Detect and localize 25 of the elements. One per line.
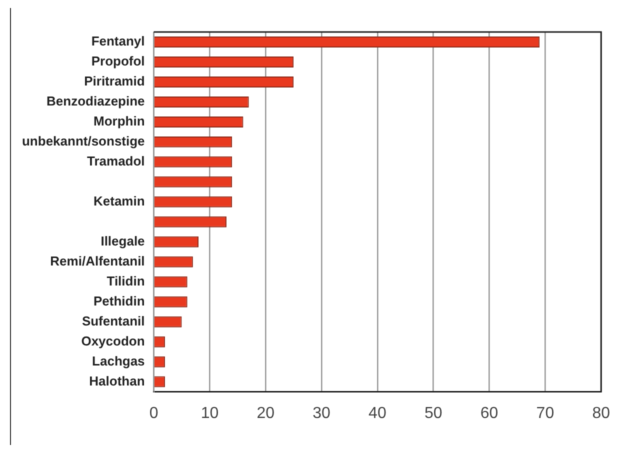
y-tick-label: Fentanyl [91,34,145,49]
y-tick-label: Remi/Alfentanil [50,253,145,268]
y-tick-label: Propofol [91,54,145,69]
y-tick-label: Oxycodon [81,333,145,348]
x-tick-label: 80 [592,404,610,422]
x-tick-label: 40 [368,404,386,422]
y-tick-label: Piritramid [84,74,145,89]
y-tick-label: Halothan [89,373,145,388]
y-tick-label: Illegale [100,233,145,248]
y-tick-label: Ketamin [93,193,145,208]
x-tick-label: 70 [536,404,554,422]
y-tick-label: Tramadol [86,154,145,169]
y-tick-label: Tilidin [106,273,145,288]
y-tick-label: Morphin [94,114,145,129]
x-tick-label: 10 [200,404,219,422]
y-tick-label: unbekannt/sonstige [22,134,145,149]
x-tick-label: 30 [312,404,331,422]
y-tick-label: Benzodiazepine [46,94,145,109]
y-tick-label: Lachgas [92,353,145,368]
x-tick-label: 50 [424,404,442,422]
x-tick-label: 0 [149,404,158,422]
x-tick-label: 20 [256,404,275,422]
y-tick-label: Pethidin [94,293,145,308]
y-tick-label: Sufentanil [82,313,145,328]
x-tick-label: 60 [480,404,498,422]
